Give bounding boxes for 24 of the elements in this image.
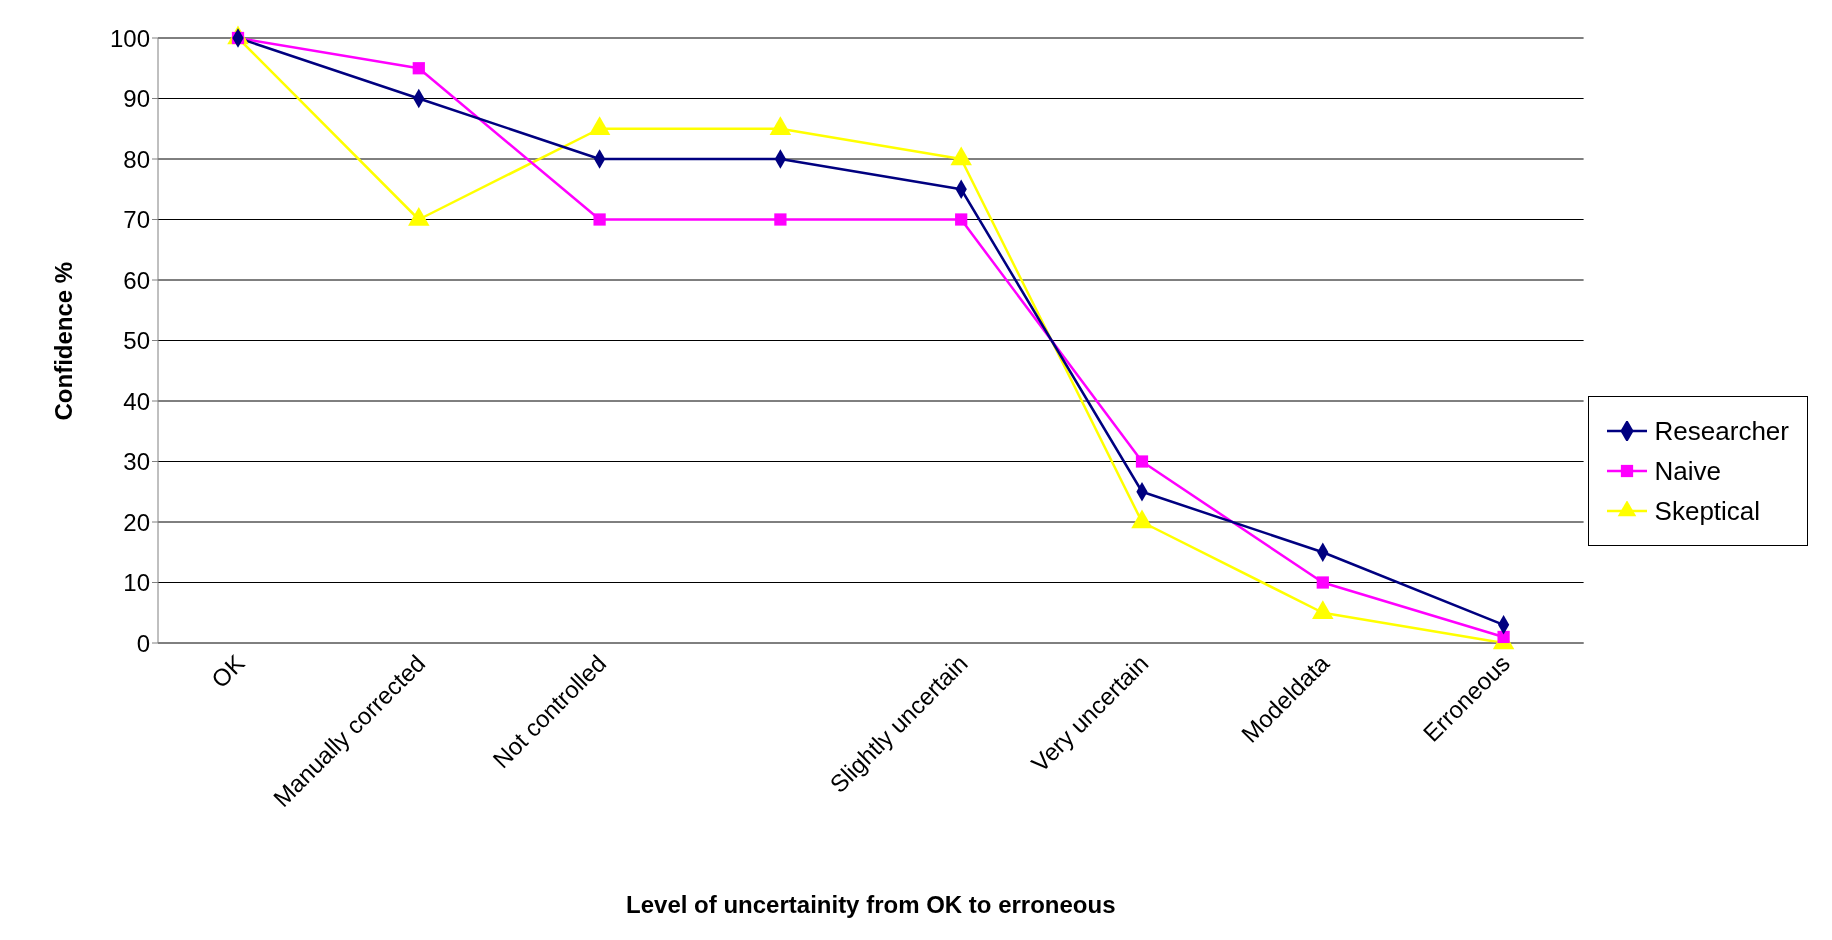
- x-tick-label: OK: [205, 649, 250, 694]
- point: [1316, 576, 1329, 589]
- point: [774, 213, 787, 226]
- legend-label: Researcher: [1654, 414, 1789, 448]
- x-axis-title: Level of uncertainity from OK to erroneous: [626, 891, 1116, 918]
- point: [1135, 455, 1149, 468]
- y-tick-label: 90: [123, 85, 150, 113]
- y-tick-label: 0: [136, 629, 150, 657]
- legend-label: Skeptical: [1654, 494, 1761, 528]
- y-axis-title: Confidence %: [49, 261, 77, 421]
- y-tick-label: 20: [123, 508, 150, 536]
- y-tick-label: 80: [123, 145, 150, 173]
- point: [1497, 630, 1510, 644]
- point: [412, 62, 425, 75]
- y-tick-label: 10: [123, 569, 150, 597]
- point: [593, 213, 606, 226]
- y-tick-label: 60: [123, 266, 150, 294]
- y-tick-label: 50: [123, 327, 150, 355]
- y-tick-label: 70: [123, 206, 150, 234]
- y-tick-label: 40: [123, 387, 150, 415]
- y-tick-label: 30: [123, 448, 150, 476]
- point: [955, 213, 968, 226]
- legend-label: Naive: [1654, 454, 1722, 488]
- y-tick-label: 100: [109, 24, 150, 52]
